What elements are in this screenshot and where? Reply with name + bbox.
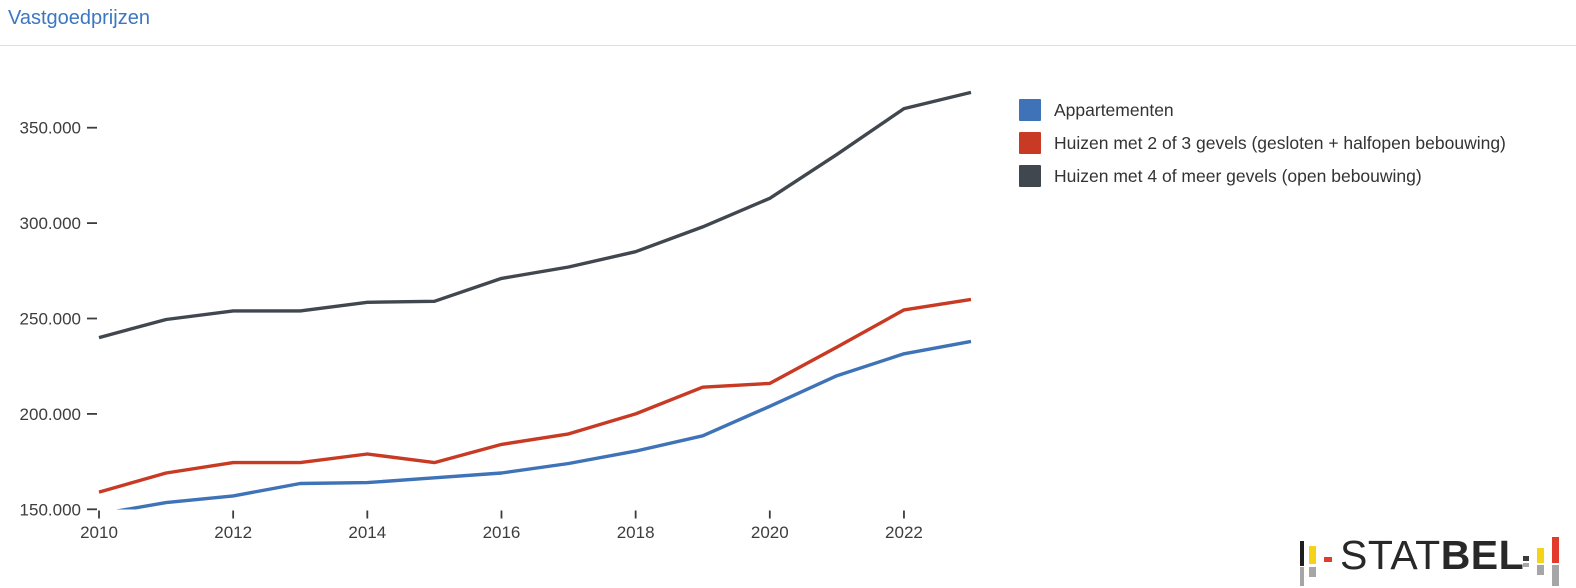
y-tick-label: 200.000 [20,405,81,424]
legend-swatch-huizen-4-meer-gevels [1019,165,1041,187]
statbel-logo: STATBEL [1296,535,1568,588]
logo-bar-gray-left-2 [1309,567,1316,577]
logo-bar-gray-right-1 [1537,565,1544,575]
series-line [98,90,972,340]
y-axis: 150.000 200.000 250.000 300.000 350.000 [20,119,97,519]
legend-label: Huizen met 4 of meer gevels (open bebouw… [1054,165,1422,186]
chart-legend: Appartementen Huizen met 2 of 3 gevels (… [1019,99,1506,198]
x-axis: 2010 2012 2014 2016 2018 2020 2022 [80,510,923,542]
series-line [98,297,972,494]
y-tick-label: 300.000 [20,214,81,233]
logo-text-stat: STAT [1340,532,1441,578]
y-tick-label: 350.000 [20,119,81,138]
x-tick-label: 2018 [617,523,655,542]
legend-item-appartementen[interactable]: Appartementen [1019,99,1506,121]
legend-label: Huizen met 2 of 3 gevels (gesloten + hal… [1054,132,1506,153]
logo-bar-gray-right-2 [1552,565,1559,586]
legend-item-huizen-4-meer-gevels[interactable]: Huizen met 4 of meer gevels (open bebouw… [1019,165,1506,187]
x-tick-label: 2014 [348,523,386,542]
x-tick-label: 2010 [80,523,118,542]
price-line-chart: 150.000 200.000 250.000 300.000 350.000 2010… [20,90,972,542]
legend-swatch-appartementen [1019,99,1041,121]
logo-bar-yellow-right [1537,548,1544,563]
logo-text-bel: BEL [1440,532,1525,578]
logo-text: STATBEL [1340,535,1524,576]
x-tick-label: 2012 [214,523,252,542]
legend-label: Appartementen [1054,99,1174,120]
logo-bar-gray-left-1 [1300,567,1304,586]
legend-swatch-huizen-2-3-gevels [1019,132,1041,154]
logo-bar-red-right [1552,537,1559,563]
y-tick-label: 150.000 [20,500,81,519]
chart-series [98,90,972,510]
logo-bar-black-left [1300,541,1304,566]
logo-dash-red-left [1324,557,1332,562]
x-tick-label: 2022 [885,523,923,542]
logo-dash-gray-right [1523,563,1529,567]
logo-dash-dark-right [1523,556,1529,561]
header-divider [0,45,1576,46]
series-line [115,339,972,510]
logo-bar-yellow-left [1309,546,1316,564]
page-title: Vastgoedprijzen [8,7,150,29]
x-tick-label: 2020 [751,523,789,542]
legend-item-huizen-2-3-gevels[interactable]: Huizen met 2 of 3 gevels (gesloten + hal… [1019,132,1506,154]
x-tick-label: 2016 [483,523,521,542]
y-tick-label: 250.000 [20,310,81,329]
